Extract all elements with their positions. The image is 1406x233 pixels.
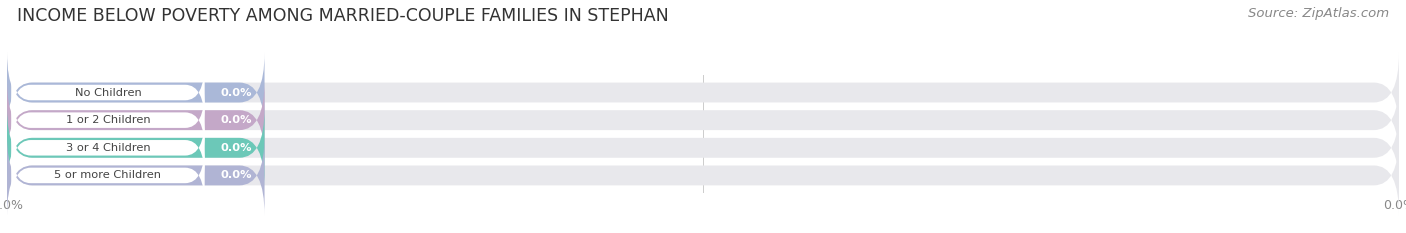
FancyBboxPatch shape <box>11 117 205 179</box>
FancyBboxPatch shape <box>7 80 1399 160</box>
FancyBboxPatch shape <box>7 53 1399 132</box>
FancyBboxPatch shape <box>7 80 264 160</box>
Text: 0.0%: 0.0% <box>221 143 253 153</box>
FancyBboxPatch shape <box>7 136 264 215</box>
Text: 0.0%: 0.0% <box>221 88 253 98</box>
Text: 3 or 4 Children: 3 or 4 Children <box>66 143 150 153</box>
Text: INCOME BELOW POVERTY AMONG MARRIED-COUPLE FAMILIES IN STEPHAN: INCOME BELOW POVERTY AMONG MARRIED-COUPL… <box>17 7 669 25</box>
Text: 1 or 2 Children: 1 or 2 Children <box>66 115 150 125</box>
FancyBboxPatch shape <box>7 53 264 132</box>
Text: 5 or more Children: 5 or more Children <box>55 170 162 180</box>
FancyBboxPatch shape <box>7 108 264 188</box>
Text: Source: ZipAtlas.com: Source: ZipAtlas.com <box>1249 7 1389 20</box>
Text: No Children: No Children <box>75 88 142 98</box>
FancyBboxPatch shape <box>7 108 1399 188</box>
Text: 0.0%: 0.0% <box>221 115 253 125</box>
FancyBboxPatch shape <box>11 144 205 206</box>
FancyBboxPatch shape <box>11 89 205 151</box>
FancyBboxPatch shape <box>11 62 205 123</box>
Text: 0.0%: 0.0% <box>221 170 253 180</box>
FancyBboxPatch shape <box>7 136 1399 215</box>
